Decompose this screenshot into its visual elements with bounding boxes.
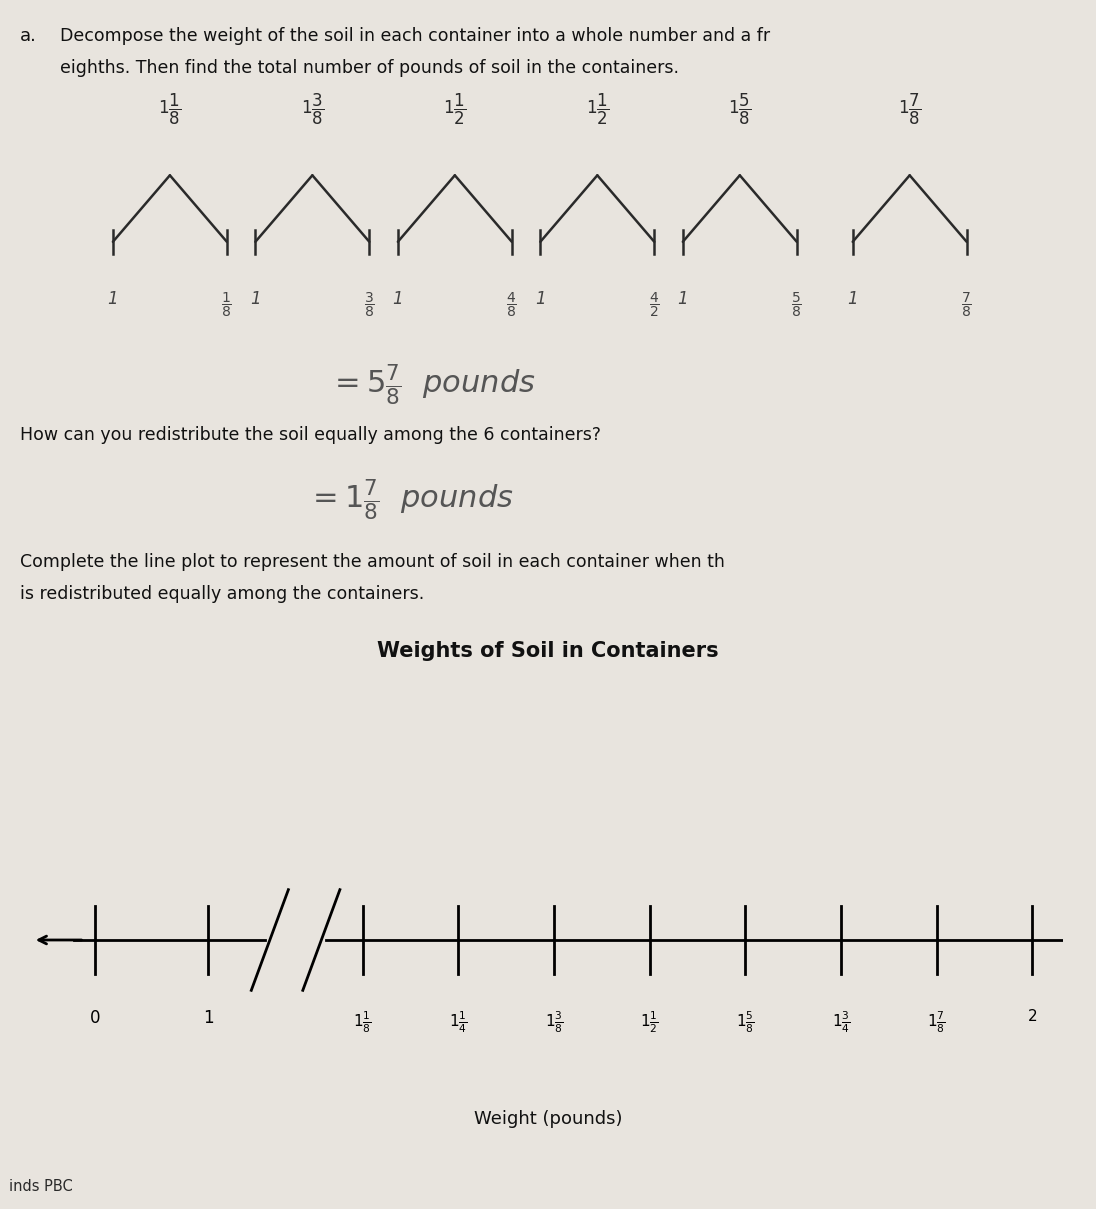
Text: 0: 0: [90, 1010, 100, 1028]
Text: $= 5\frac{7}{8}$  pounds: $= 5\frac{7}{8}$ pounds: [329, 363, 536, 409]
Text: $1\dfrac{5}{8}$: $1\dfrac{5}{8}$: [728, 92, 752, 127]
Text: Weights of Soil in Containers: Weights of Soil in Containers: [377, 641, 719, 661]
Text: Decompose the weight of the soil in each container into a whole number and a fr: Decompose the weight of the soil in each…: [60, 27, 770, 45]
Text: inds PBC: inds PBC: [9, 1180, 72, 1194]
Text: How can you redistribute the soil equally among the 6 containers?: How can you redistribute the soil equall…: [20, 426, 601, 444]
Text: Complete the line plot to represent the amount of soil in each container when th: Complete the line plot to represent the …: [20, 553, 724, 571]
Text: $1\dfrac{1}{8}$: $1\dfrac{1}{8}$: [158, 92, 182, 127]
Text: $1\frac{7}{8}$: $1\frac{7}{8}$: [927, 1010, 946, 1035]
Text: $\dfrac{4}{8}$: $\dfrac{4}{8}$: [506, 290, 517, 318]
Text: $1\frac{3}{8}$: $1\frac{3}{8}$: [545, 1010, 563, 1035]
Text: 1: 1: [250, 290, 261, 308]
Text: 1: 1: [392, 290, 403, 308]
Text: a.: a.: [20, 27, 36, 45]
Text: $\dfrac{7}{8}$: $\dfrac{7}{8}$: [961, 290, 972, 318]
Text: $= 1\frac{7}{8}$  pounds: $= 1\frac{7}{8}$ pounds: [307, 478, 514, 523]
Text: $1\dfrac{7}{8}$: $1\dfrac{7}{8}$: [898, 92, 922, 127]
Text: $1\dfrac{1}{2}$: $1\dfrac{1}{2}$: [585, 92, 609, 127]
Text: 1: 1: [847, 290, 858, 308]
Text: 1: 1: [677, 290, 688, 308]
Text: Weight (pounds): Weight (pounds): [473, 1110, 623, 1128]
Text: 2: 2: [1027, 1010, 1037, 1024]
Text: $1\frac{1}{4}$: $1\frac{1}{4}$: [449, 1010, 468, 1035]
Text: $1\frac{1}{2}$: $1\frac{1}{2}$: [640, 1010, 659, 1035]
Text: $1\frac{3}{4}$: $1\frac{3}{4}$: [832, 1010, 850, 1035]
Text: $1\frac{1}{8}$: $1\frac{1}{8}$: [353, 1010, 372, 1035]
Text: $\dfrac{3}{8}$: $\dfrac{3}{8}$: [364, 290, 375, 318]
Text: $\dfrac{4}{2}$: $\dfrac{4}{2}$: [649, 290, 660, 318]
Text: 1: 1: [535, 290, 546, 308]
Text: $\dfrac{1}{8}$: $\dfrac{1}{8}$: [221, 290, 232, 318]
Text: $\dfrac{5}{8}$: $\dfrac{5}{8}$: [791, 290, 802, 318]
Text: 1: 1: [107, 290, 118, 308]
Text: eighths. Then find the total number of pounds of soil in the containers.: eighths. Then find the total number of p…: [60, 59, 680, 77]
Text: $1\frac{5}{8}$: $1\frac{5}{8}$: [737, 1010, 754, 1035]
Text: is redistributed equally among the containers.: is redistributed equally among the conta…: [20, 585, 424, 603]
Text: 1: 1: [203, 1010, 214, 1028]
Text: $1\dfrac{1}{2}$: $1\dfrac{1}{2}$: [443, 92, 467, 127]
Text: $1\dfrac{3}{8}$: $1\dfrac{3}{8}$: [300, 92, 324, 127]
